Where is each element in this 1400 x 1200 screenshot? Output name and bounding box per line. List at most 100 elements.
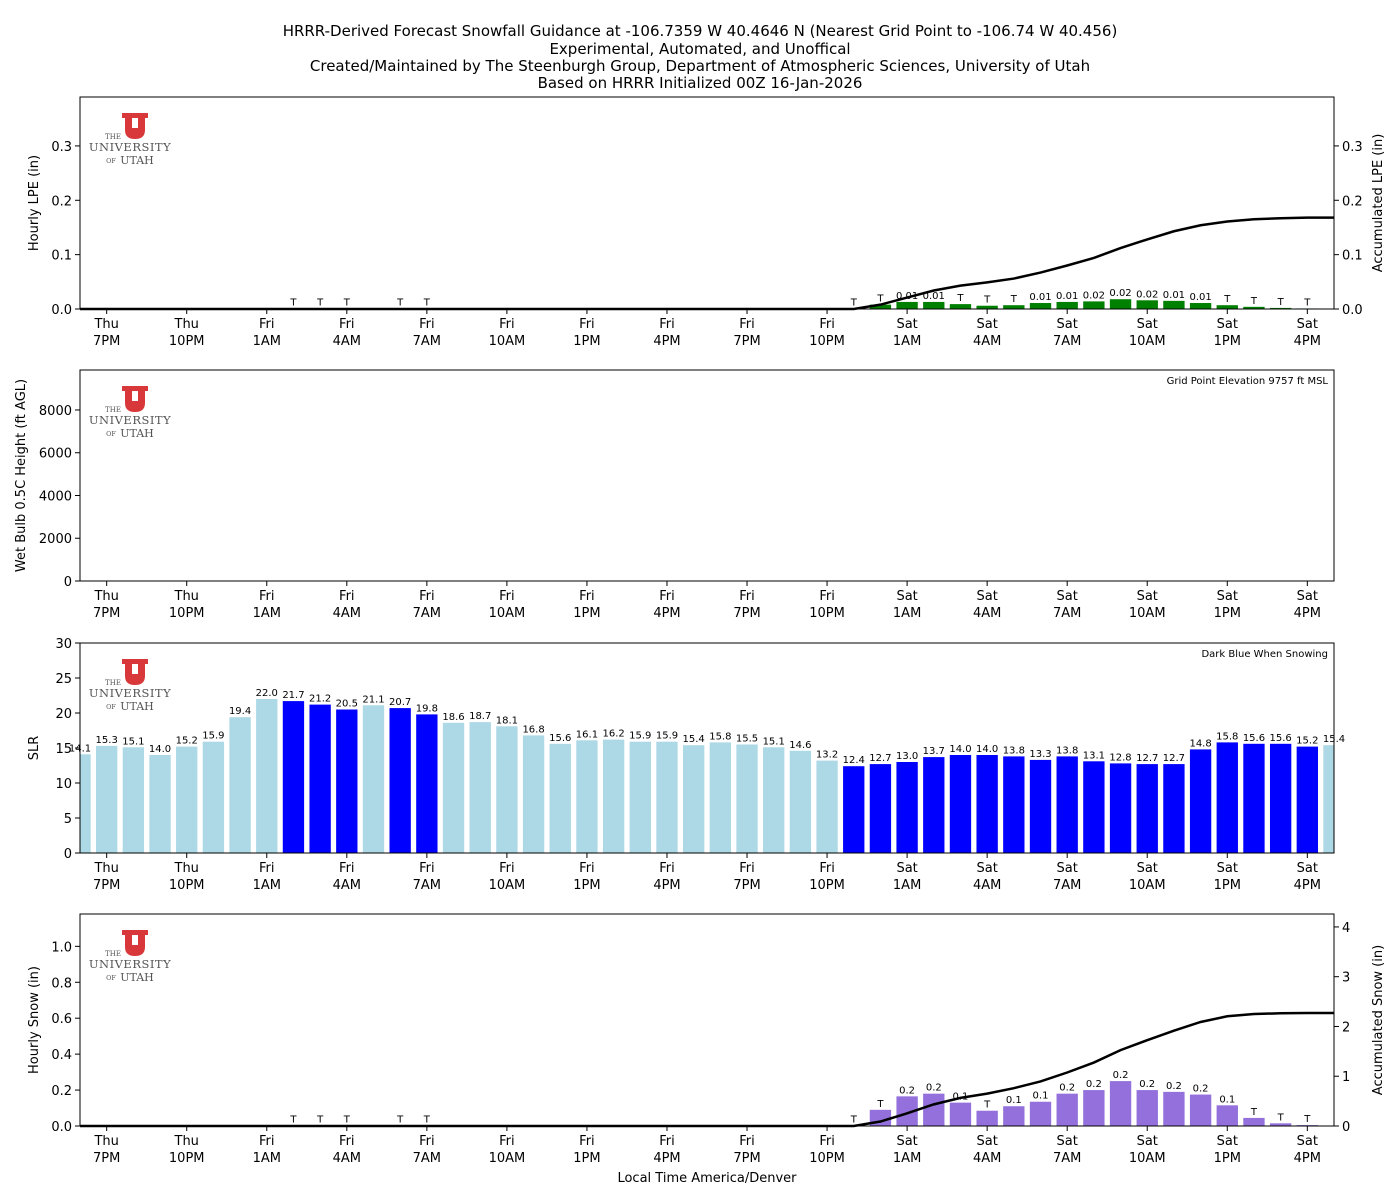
- y-tick-label: 10: [55, 777, 72, 792]
- bar: [709, 742, 732, 853]
- x-tick-day: Sat: [1217, 317, 1238, 332]
- x-tick-day: Fri: [819, 317, 835, 332]
- x-tick-time: 7PM: [93, 334, 120, 349]
- x-tick-day: Fri: [659, 317, 675, 332]
- bar-label: 15.1: [122, 736, 144, 747]
- bar: [229, 717, 251, 853]
- x-tick-time: 1PM: [573, 334, 600, 349]
- x-tick-time: 7PM: [93, 878, 120, 893]
- bar: [1323, 745, 1334, 853]
- bar: [1216, 742, 1238, 853]
- x-tick-day: Sat: [1217, 861, 1238, 876]
- x-tick-day: Fri: [419, 317, 435, 332]
- x-tick-time: 4PM: [653, 334, 680, 349]
- x-tick-time: 7PM: [733, 334, 760, 349]
- bar-label: 0.01: [1189, 292, 1211, 303]
- bar: [736, 744, 758, 853]
- x-tick-time: 10PM: [169, 878, 205, 893]
- bar-label: 12.8: [1109, 752, 1131, 763]
- x-tick-time: 1AM: [893, 1151, 921, 1166]
- y-tick-label: 0.0: [51, 1120, 72, 1135]
- x-tick-day: Fri: [499, 317, 515, 332]
- x-tick-day: Thu: [174, 589, 199, 604]
- y-axis-label: Hourly Snow (in): [27, 966, 42, 1074]
- logo-the: THE: [105, 679, 121, 687]
- bar: [96, 745, 118, 853]
- bar: [896, 301, 918, 309]
- y-tick-label: 0.2: [51, 194, 72, 209]
- x-tick-day: Sat: [976, 1134, 997, 1149]
- x-tick-day: Fri: [339, 589, 355, 604]
- x-tick-day: Fri: [659, 589, 675, 604]
- x-tick-time: 4PM: [1294, 606, 1321, 621]
- bar-label: 15.2: [176, 736, 198, 747]
- y-tick-label: 0.8: [51, 976, 72, 991]
- x-tick-time: 7AM: [1053, 606, 1081, 621]
- x-tick-time: 1AM: [893, 334, 921, 349]
- bar: [1003, 1106, 1025, 1126]
- bar-label: 15.5: [736, 734, 758, 745]
- x-tick-time: 10AM: [489, 606, 526, 621]
- x-tick-day: Sat: [896, 1134, 917, 1149]
- bar: [1003, 756, 1025, 853]
- x-tick-day: Sat: [1297, 589, 1318, 604]
- x-tick-day: Fri: [819, 589, 835, 604]
- bar: [176, 746, 198, 853]
- x-tick-time: 1PM: [1214, 334, 1241, 349]
- bar-label: T: [850, 1115, 858, 1126]
- bar-label: T: [1303, 1114, 1311, 1125]
- x-tick-day: Fri: [499, 1134, 515, 1149]
- bar: [1029, 303, 1052, 309]
- y-right-tick-label: 0: [1342, 1120, 1350, 1135]
- bar-label: 15.9: [656, 731, 678, 742]
- bar-label: 13.8: [1003, 745, 1025, 756]
- bar: [496, 726, 518, 853]
- logo-of: OF: [106, 430, 116, 438]
- bar-label: 18.6: [442, 712, 464, 723]
- bar-label: 0.2: [1139, 1079, 1155, 1090]
- x-tick-time: 10AM: [1129, 334, 1166, 349]
- y-tick-label: 8000: [39, 404, 72, 419]
- x-tick-day: Sat: [1057, 317, 1078, 332]
- x-tick-time: 4AM: [973, 334, 1001, 349]
- axes-frame: [79, 96, 1335, 310]
- bar: [1056, 1093, 1078, 1126]
- x-tick-time: 7AM: [1053, 334, 1081, 349]
- bar: [282, 701, 305, 853]
- x-tick-time: 10AM: [1129, 1151, 1166, 1166]
- x-tick-day: Fri: [819, 1134, 835, 1149]
- x-tick-day: Fri: [739, 317, 755, 332]
- x-tick-time: 10PM: [809, 334, 845, 349]
- x-tick-day: Sat: [1137, 1134, 1158, 1149]
- y-right-tick-label: 0.1: [1342, 249, 1363, 264]
- y-right-tick-label: 4: [1342, 921, 1350, 936]
- logo-u-mark: [122, 930, 148, 956]
- x-tick-day: Thu: [174, 1134, 199, 1149]
- bar-label: 13.7: [923, 746, 945, 757]
- y-tick-label: 0: [64, 575, 72, 590]
- bar: [976, 305, 998, 309]
- bar-label: T: [343, 1115, 351, 1126]
- y-right-axis-label: Accumulated LPE (in): [1371, 134, 1386, 273]
- bar: [1109, 763, 1132, 853]
- bar: [256, 699, 278, 853]
- bar: [469, 722, 491, 853]
- logo-u-mark: [122, 659, 148, 685]
- title-line-1: HRRR-Derived Forecast Snowfall Guidance …: [283, 22, 1118, 40]
- x-tick-time: 1PM: [1214, 1151, 1241, 1166]
- panel-annotation: Grid Point Elevation 9757 ft MSL: [1167, 376, 1329, 387]
- x-tick-time: 10PM: [809, 878, 845, 893]
- x-tick-day: Fri: [259, 861, 275, 876]
- bar-label: 18.7: [469, 711, 491, 722]
- x-tick-time: 4AM: [973, 1151, 1001, 1166]
- bar: [843, 766, 865, 853]
- bar-label: 20.7: [389, 697, 411, 708]
- bar: [629, 741, 651, 853]
- y-right-axis-label: Accumulated Snow (in): [1371, 945, 1386, 1095]
- x-tick-day: Fri: [579, 1134, 595, 1149]
- bar-label: 0.2: [899, 1085, 915, 1096]
- bar-label: 0.2: [1086, 1079, 1102, 1090]
- x-tick-time: 4PM: [653, 606, 680, 621]
- x-tick-day: Fri: [579, 861, 595, 876]
